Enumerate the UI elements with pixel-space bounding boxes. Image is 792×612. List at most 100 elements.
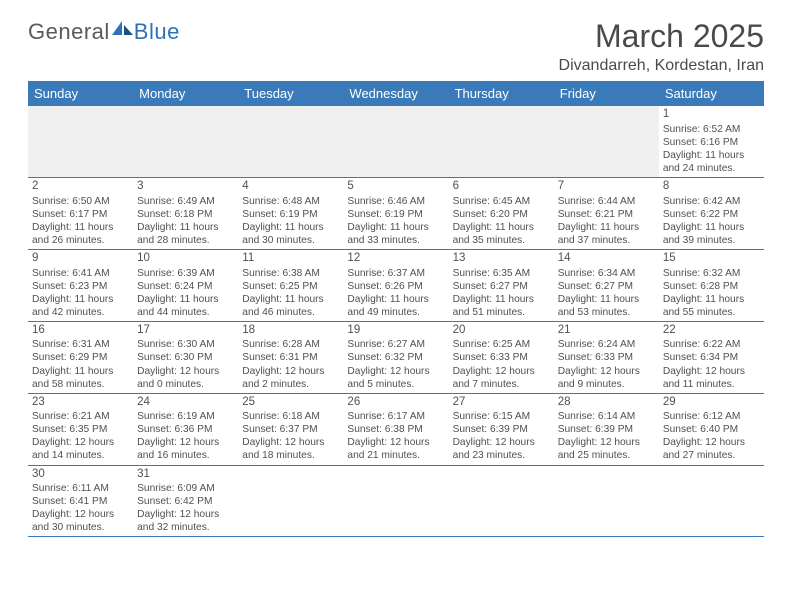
sunset-line: Sunset: 6:30 PM [137, 351, 234, 364]
sunset-line: Sunset: 6:28 PM [663, 280, 760, 293]
sunset-line: Sunset: 6:36 PM [137, 423, 234, 436]
day-number: 23 [32, 395, 129, 410]
day-number: 3 [137, 179, 234, 194]
sunrise-line: Sunrise: 6:34 AM [558, 267, 655, 280]
day-number: 21 [558, 323, 655, 338]
sunrise-line: Sunrise: 6:32 AM [663, 267, 760, 280]
sunset-line: Sunset: 6:24 PM [137, 280, 234, 293]
calendar-day-empty [133, 106, 238, 177]
calendar-day: 30Sunrise: 6:11 AMSunset: 6:41 PMDayligh… [28, 466, 133, 537]
sunset-line: Sunset: 6:42 PM [137, 495, 234, 508]
sunrise-line: Sunrise: 6:44 AM [558, 195, 655, 208]
sunset-line: Sunset: 6:33 PM [453, 351, 550, 364]
sunset-line: Sunset: 6:35 PM [32, 423, 129, 436]
calendar-day-empty [343, 106, 448, 177]
daylight-line: Daylight: 12 hours and 5 minutes. [347, 365, 444, 391]
sunrise-line: Sunrise: 6:41 AM [32, 267, 129, 280]
calendar-day: 10Sunrise: 6:39 AMSunset: 6:24 PMDayligh… [133, 250, 238, 321]
daylight-line: Daylight: 12 hours and 7 minutes. [453, 365, 550, 391]
weekday-label: Tuesday [238, 81, 343, 106]
day-number: 26 [347, 395, 444, 410]
sunrise-line: Sunrise: 6:22 AM [663, 338, 760, 351]
daylight-line: Daylight: 11 hours and 44 minutes. [137, 293, 234, 319]
sunset-line: Sunset: 6:22 PM [663, 208, 760, 221]
weekday-label: Wednesday [343, 81, 448, 106]
sunrise-line: Sunrise: 6:52 AM [663, 123, 760, 136]
page-header: General Blue March 2025 Divandarreh, Kor… [28, 18, 764, 75]
day-number: 20 [453, 323, 550, 338]
sunset-line: Sunset: 6:37 PM [242, 423, 339, 436]
daylight-line: Daylight: 12 hours and 27 minutes. [663, 436, 760, 462]
daylight-line: Daylight: 12 hours and 32 minutes. [137, 508, 234, 534]
calendar-day: 1Sunrise: 6:52 AMSunset: 6:16 PMDaylight… [659, 106, 764, 177]
sunrise-line: Sunrise: 6:24 AM [558, 338, 655, 351]
sunrise-line: Sunrise: 6:12 AM [663, 410, 760, 423]
sunrise-line: Sunrise: 6:18 AM [242, 410, 339, 423]
calendar-day-empty [554, 466, 659, 537]
sunset-line: Sunset: 6:33 PM [558, 351, 655, 364]
calendar-day: 29Sunrise: 6:12 AMSunset: 6:40 PMDayligh… [659, 394, 764, 465]
calendar-day-empty [238, 466, 343, 537]
sunrise-line: Sunrise: 6:37 AM [347, 267, 444, 280]
calendar-day: 2Sunrise: 6:50 AMSunset: 6:17 PMDaylight… [28, 178, 133, 249]
sunset-line: Sunset: 6:31 PM [242, 351, 339, 364]
weekday-label: Friday [554, 81, 659, 106]
calendar-day: 31Sunrise: 6:09 AMSunset: 6:42 PMDayligh… [133, 466, 238, 537]
daylight-line: Daylight: 12 hours and 11 minutes. [663, 365, 760, 391]
sunrise-line: Sunrise: 6:45 AM [453, 195, 550, 208]
sunrise-line: Sunrise: 6:17 AM [347, 410, 444, 423]
daylight-line: Daylight: 12 hours and 9 minutes. [558, 365, 655, 391]
daylight-line: Daylight: 12 hours and 2 minutes. [242, 365, 339, 391]
sunset-line: Sunset: 6:34 PM [663, 351, 760, 364]
sunset-line: Sunset: 6:38 PM [347, 423, 444, 436]
sunset-line: Sunset: 6:32 PM [347, 351, 444, 364]
sunset-line: Sunset: 6:29 PM [32, 351, 129, 364]
day-number: 7 [558, 179, 655, 194]
day-number: 22 [663, 323, 760, 338]
day-number: 4 [242, 179, 339, 194]
sunrise-line: Sunrise: 6:14 AM [558, 410, 655, 423]
sunrise-line: Sunrise: 6:21 AM [32, 410, 129, 423]
sunrise-line: Sunrise: 6:15 AM [453, 410, 550, 423]
calendar-day: 16Sunrise: 6:31 AMSunset: 6:29 PMDayligh… [28, 322, 133, 393]
daylight-line: Daylight: 11 hours and 51 minutes. [453, 293, 550, 319]
daylight-line: Daylight: 11 hours and 37 minutes. [558, 221, 655, 247]
sunset-line: Sunset: 6:39 PM [453, 423, 550, 436]
day-number: 25 [242, 395, 339, 410]
sunrise-line: Sunrise: 6:46 AM [347, 195, 444, 208]
sunset-line: Sunset: 6:39 PM [558, 423, 655, 436]
daylight-line: Daylight: 11 hours and 28 minutes. [137, 221, 234, 247]
day-number: 9 [32, 251, 129, 266]
calendar-day-empty [449, 106, 554, 177]
sunrise-line: Sunrise: 6:11 AM [32, 482, 129, 495]
calendar-day: 19Sunrise: 6:27 AMSunset: 6:32 PMDayligh… [343, 322, 448, 393]
day-number: 19 [347, 323, 444, 338]
sunrise-line: Sunrise: 6:49 AM [137, 195, 234, 208]
calendar-day: 4Sunrise: 6:48 AMSunset: 6:19 PMDaylight… [238, 178, 343, 249]
daylight-line: Daylight: 12 hours and 23 minutes. [453, 436, 550, 462]
calendar-day: 20Sunrise: 6:25 AMSunset: 6:33 PMDayligh… [449, 322, 554, 393]
day-number: 15 [663, 251, 760, 266]
day-number: 31 [137, 467, 234, 482]
weekday-label: Sunday [28, 81, 133, 106]
calendar-row: 23Sunrise: 6:21 AMSunset: 6:35 PM Dayligh… [28, 394, 764, 466]
daylight-line: Daylight: 11 hours and 53 minutes. [558, 293, 655, 319]
daylight-line: Daylight: 11 hours and 42 minutes. [32, 293, 129, 319]
sunset-line: Sunset: 6:18 PM [137, 208, 234, 221]
day-number: 16 [32, 323, 129, 338]
sunrise-line: Sunrise: 6:31 AM [32, 338, 129, 351]
day-number: 8 [663, 179, 760, 194]
calendar-row: 30Sunrise: 6:11 AMSunset: 6:41 PMDayligh… [28, 466, 764, 538]
calendar-row: 1Sunrise: 6:52 AMSunset: 6:16 PMDaylight… [28, 106, 764, 178]
logo-text-general: General [28, 19, 110, 45]
sunrise-line: Sunrise: 6:48 AM [242, 195, 339, 208]
sunrise-line: Sunrise: 6:39 AM [137, 267, 234, 280]
location-subtitle: Divandarreh, Kordestan, Iran [559, 57, 764, 75]
daylight-line: Daylight: 11 hours and 55 minutes. [663, 293, 760, 319]
daylight-line: Daylight: 11 hours and 39 minutes. [663, 221, 760, 247]
sunset-line: Sunset: 6:19 PM [347, 208, 444, 221]
calendar-day: 17Sunrise: 6:30 AMSunset: 6:30 PMDayligh… [133, 322, 238, 393]
calendar-day-empty [28, 106, 133, 177]
calendar-day-empty [238, 106, 343, 177]
calendar-day: 24Sunrise: 6:19 AMSunset: 6:36 PMDayligh… [133, 394, 238, 465]
